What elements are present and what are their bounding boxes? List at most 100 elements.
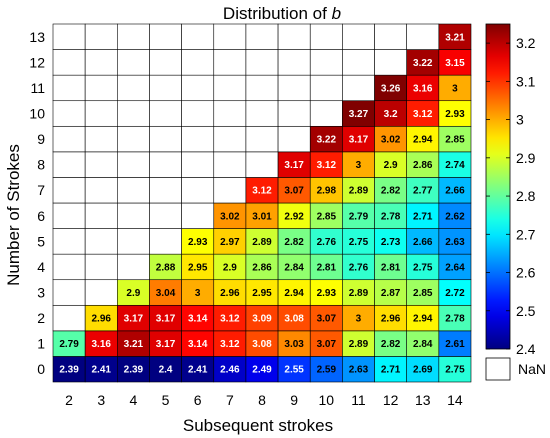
heatmap-cell — [277, 356, 311, 383]
heatmap-cell — [277, 23, 311, 50]
heatmap-cell — [84, 228, 118, 255]
heatmap-cell — [213, 23, 247, 50]
cell-value-label: 2.95 — [188, 262, 208, 273]
colorbar-tick-label: 3.2 — [516, 35, 536, 51]
colorbar-tick-label: 3 — [516, 112, 524, 128]
heatmap-cell — [245, 253, 279, 281]
x-axis-label: Subsequent strokes — [183, 416, 333, 435]
y-tick-label: 13 — [29, 29, 45, 45]
y-tick-label: 3 — [37, 285, 45, 301]
heatmap-cell — [117, 202, 150, 229]
heatmap-cell — [84, 125, 118, 153]
x-tick-label: 8 — [258, 392, 266, 408]
heatmap-cell — [84, 279, 118, 306]
cell-value-label: 2.93 — [445, 109, 465, 120]
heatmap-cell — [213, 177, 247, 204]
nan-label: NaN — [518, 361, 546, 377]
heatmap-cell — [406, 279, 440, 306]
heatmap-cell — [181, 49, 215, 76]
heatmap-cell — [52, 202, 86, 229]
cell-value-label: 3.17 — [156, 339, 176, 350]
x-tick-label: 12 — [383, 392, 399, 408]
heatmap-cell — [374, 151, 407, 178]
heatmap-cell — [52, 100, 86, 127]
x-tick-label: 13 — [415, 392, 431, 408]
heatmap-cell — [181, 177, 215, 204]
cell-value-label: 3.07 — [317, 339, 337, 350]
x-tick-label: 4 — [129, 392, 137, 408]
cell-value-label: 2.39 — [124, 365, 144, 376]
heatmap-cell — [117, 100, 150, 127]
heatmap-cell — [277, 100, 311, 127]
heatmap-cell — [277, 151, 311, 178]
heatmap-cell — [309, 151, 343, 178]
cell-value-label: 2.75 — [445, 365, 465, 376]
colorbar — [485, 23, 511, 350]
heatmap-cell — [342, 356, 375, 383]
y-tick-label: 10 — [29, 106, 45, 122]
cell-value-label: 3.2 — [384, 109, 398, 120]
y-tick-label: 9 — [37, 131, 45, 147]
cell-value-label: 2.81 — [317, 262, 337, 273]
colorbar-tick-label: 2.9 — [516, 150, 536, 166]
heatmap-cell — [117, 304, 150, 332]
cell-value-label: 2.92 — [284, 211, 304, 222]
cell-value-label: 2.84 — [413, 339, 433, 350]
heatmap-cell — [84, 356, 118, 383]
heatmap-cell — [52, 304, 86, 332]
heatmap-cell — [52, 49, 86, 76]
y-tick-label: 2 — [37, 310, 45, 326]
cell-value-label: 2.93 — [317, 288, 337, 299]
colorbar-tick-label: 2.8 — [516, 188, 536, 204]
heatmap-cell — [438, 151, 472, 178]
heatmap-cell — [149, 253, 182, 281]
cell-value-label: 2.64 — [445, 262, 465, 273]
cell-value-label: 2.85 — [445, 135, 465, 146]
cell-value-label: 2.39 — [59, 365, 79, 376]
cell-value-label: 2.96 — [91, 314, 111, 325]
heatmap-cell — [213, 356, 247, 383]
heatmap-cell — [277, 49, 311, 76]
cell-value-label: 2.89 — [349, 186, 369, 197]
cell-value-label: 2.94 — [413, 314, 433, 325]
cell-value-label: 2.74 — [445, 160, 465, 171]
heatmap-cell — [213, 330, 247, 357]
heatmap-cell — [406, 23, 440, 50]
cell-value-label: 2.86 — [413, 160, 433, 171]
heatmap-cell — [52, 125, 86, 153]
heatmap-cell — [117, 177, 150, 204]
cell-value-label: 3 — [195, 288, 201, 299]
cell-value-label: 2.61 — [445, 339, 465, 350]
cell-value-label: 2.84 — [284, 262, 304, 273]
cell-value-label: 2.89 — [252, 237, 272, 248]
heatmap-cell — [374, 74, 407, 102]
heatmap-cell — [374, 279, 407, 306]
cell-value-label: 2.9 — [384, 160, 398, 171]
heatmap-cell — [374, 228, 407, 255]
colorbar-tick-label: 2.7 — [516, 226, 536, 242]
heatmap-cell — [213, 74, 247, 102]
colorbar-tick-label: 2.6 — [516, 265, 536, 281]
cell-value-label: 2.41 — [188, 365, 208, 376]
heatmap-cell — [309, 356, 343, 383]
heatmap-cell — [181, 125, 215, 153]
cell-value-label: 2.89 — [349, 288, 369, 299]
heatmap-cell — [181, 279, 215, 306]
cell-value-label: 2.75 — [413, 262, 433, 273]
heatmap-cell — [149, 23, 182, 50]
heatmap-cell — [438, 356, 472, 383]
heatmap-cell — [438, 304, 472, 332]
cell-value-label: 2.93 — [188, 237, 208, 248]
cell-value-label: 2.88 — [156, 262, 176, 273]
heatmap-cell — [149, 330, 182, 357]
heatmap-cell — [213, 125, 247, 153]
y-tick-label: 7 — [37, 182, 45, 198]
heatmap-cell — [277, 330, 311, 357]
heatmap-cell — [245, 228, 279, 255]
cell-value-label: 2.41 — [91, 365, 111, 376]
heatmap-cell — [245, 177, 279, 204]
heatmap-cell — [342, 74, 375, 102]
heatmap-cell — [52, 151, 86, 178]
heatmap-cell — [117, 49, 150, 76]
